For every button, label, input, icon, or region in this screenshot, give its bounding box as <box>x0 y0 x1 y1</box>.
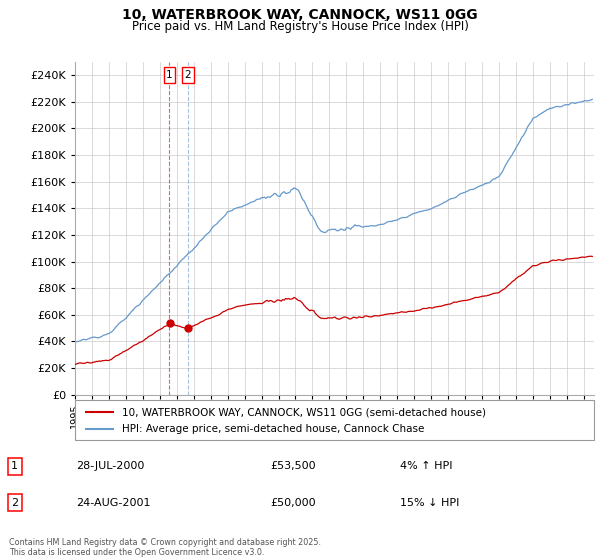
Text: HPI: Average price, semi-detached house, Cannock Chase: HPI: Average price, semi-detached house,… <box>122 423 424 433</box>
Text: 2: 2 <box>11 498 19 507</box>
Text: 1: 1 <box>166 70 173 80</box>
Text: 15% ↓ HPI: 15% ↓ HPI <box>400 498 460 507</box>
Text: 2: 2 <box>184 70 191 80</box>
Text: Contains HM Land Registry data © Crown copyright and database right 2025.
This d: Contains HM Land Registry data © Crown c… <box>9 538 321 557</box>
Text: 4% ↑ HPI: 4% ↑ HPI <box>400 461 452 471</box>
Text: 24-AUG-2001: 24-AUG-2001 <box>77 498 151 507</box>
Text: 10, WATERBROOK WAY, CANNOCK, WS11 0GG (semi-detached house): 10, WATERBROOK WAY, CANNOCK, WS11 0GG (s… <box>122 407 486 417</box>
Text: 10, WATERBROOK WAY, CANNOCK, WS11 0GG: 10, WATERBROOK WAY, CANNOCK, WS11 0GG <box>122 8 478 22</box>
Text: 28-JUL-2000: 28-JUL-2000 <box>77 461 145 471</box>
Text: 1: 1 <box>11 461 19 471</box>
Text: £50,000: £50,000 <box>271 498 316 507</box>
Text: Price paid vs. HM Land Registry's House Price Index (HPI): Price paid vs. HM Land Registry's House … <box>131 20 469 32</box>
Text: £53,500: £53,500 <box>271 461 316 471</box>
